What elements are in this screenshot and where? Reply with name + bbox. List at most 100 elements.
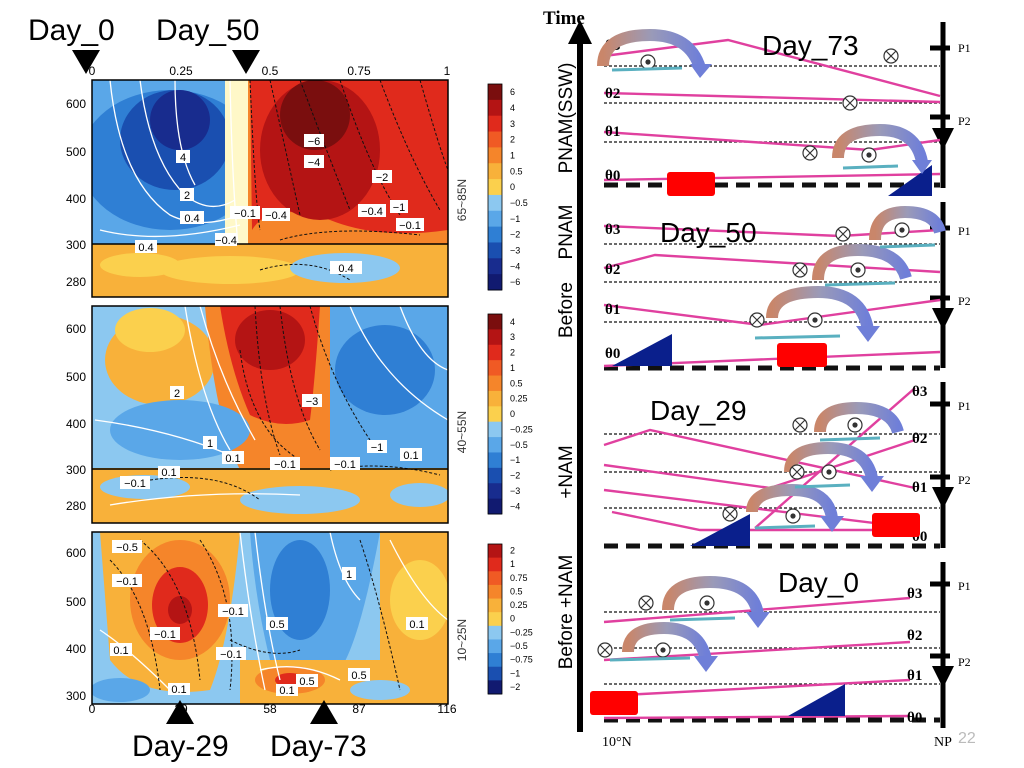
contour-label: 0.1 <box>161 467 176 479</box>
schematic-day-0: P1 P2 θ3 θ2 θ1 θ0 <box>590 562 971 728</box>
theta-label: θ2 <box>605 262 620 278</box>
colorbar-label: −0.5 <box>510 440 528 450</box>
colorbar-label: −0.25 <box>510 627 533 637</box>
time-label: Time <box>543 8 585 29</box>
y-tick: 300 <box>66 238 86 252</box>
panel2-y-ticks: 600 500 400 300 280 <box>66 322 86 513</box>
contour-label: −0.1 <box>220 649 242 661</box>
y-tick: 500 <box>66 595 86 609</box>
y-tick: 500 <box>66 370 86 384</box>
colorbar-label: 6 <box>510 87 515 97</box>
phase-label-plus-nam: +NAM <box>556 445 577 498</box>
contour-label: 0.1 <box>409 619 424 631</box>
in-out-symbols <box>640 48 899 163</box>
colorbar-label: −4 <box>510 501 520 511</box>
contour-label: −1 <box>371 442 384 454</box>
contour-label: −2 <box>376 172 389 184</box>
colorbar-label: 0.25 <box>510 600 528 610</box>
panel2-contour-labels: 2 1 0.1 −0.1 −0.1 −1 0.1 −3 0.1 −0.1 <box>120 386 422 490</box>
phase-label-before: Before <box>556 282 577 338</box>
colorbar-swatch <box>488 666 502 681</box>
top-tick: 0.25 <box>169 64 193 78</box>
colorbar-swatch <box>488 557 502 572</box>
colorbar-label: 1 <box>510 363 515 373</box>
colorbar-label: −3 <box>510 486 520 496</box>
colorbar-label: −2 <box>510 230 520 240</box>
colorbar-label: −4 <box>510 261 520 271</box>
colorbar-swatch <box>488 544 502 559</box>
theta-label: θ0 <box>907 710 922 726</box>
schematic-day-label: Day_0 <box>778 567 859 598</box>
pressure-label: P2 <box>958 294 971 308</box>
region-label-65-85n: 65~85N <box>455 179 469 221</box>
colorbar-swatch <box>488 584 502 600</box>
schematic-day-50: P1 P2 θ3 θ2 θ1 θ0 <box>603 202 971 371</box>
contour-label: 2 <box>174 388 180 400</box>
contour-label: −0.1 <box>234 208 256 220</box>
colorbar-swatch <box>488 163 502 180</box>
colorbar-swatch <box>488 452 502 469</box>
pressure-label: P1 <box>958 224 971 238</box>
axis-label-10n: 10°N <box>602 735 632 750</box>
marker-day-29-label: Day-29 <box>132 730 229 763</box>
y-tick: 600 <box>66 546 86 560</box>
colorbar-label: −2 <box>510 682 520 692</box>
left-figure: Day_0 Day_50 0 0.25 0.5 0.75 1 <box>28 14 533 763</box>
colorbar-label: −2 <box>510 471 520 481</box>
bottom-tick: 58 <box>263 702 277 716</box>
schematic-day-label: Day_73 <box>762 30 859 61</box>
contour-label: 0.4 <box>138 242 153 254</box>
marker-day-50-arrow <box>232 50 260 74</box>
colorbar-swatch <box>488 99 502 117</box>
theta-label: θ1 <box>907 668 922 684</box>
y-tick: 600 <box>66 322 86 336</box>
marker-day-73-label: Day-73 <box>270 730 367 763</box>
colorbar-label: 0.5 <box>510 378 523 388</box>
contour-label: 0.4 <box>184 213 199 225</box>
theta-label: θ1 <box>605 124 620 140</box>
colorbar-swatch <box>488 498 502 515</box>
contour-label: −6 <box>308 136 321 148</box>
colorbar-swatch <box>488 625 502 640</box>
y-tick: 280 <box>66 499 86 513</box>
colorbar-40-55n: 4 3 2 1 0.5 0.25 0 −0.25 −0.5 −1 −2 −3 −4 <box>487 313 533 515</box>
colorbar-swatch <box>488 437 502 453</box>
contour-label: −0.1 <box>222 606 244 618</box>
colorbar-swatch <box>488 210 502 228</box>
contour-label: −0.1 <box>154 629 176 641</box>
phase-label-pnam-ssw: PNAM(SSW) <box>556 63 577 174</box>
contour-label: −0.5 <box>116 542 138 554</box>
y-tick: 280 <box>66 275 86 289</box>
contour-label: −0.1 <box>274 459 296 471</box>
phase-label-before-plus-nam: Before +NAM <box>556 555 577 670</box>
pressure-label: P1 <box>958 41 971 55</box>
colorbar-swatch <box>488 84 502 101</box>
contour-label: 0.1 <box>225 453 240 465</box>
contour-label: 1 <box>207 438 213 450</box>
y-tick: 300 <box>66 689 86 703</box>
contour-label: −0.4 <box>215 235 237 247</box>
colorbar-swatch <box>488 242 502 259</box>
marker-day-29-arrow <box>166 700 194 724</box>
colorbar-label: −3 <box>510 246 520 256</box>
colorbar-label: 4 <box>510 317 515 327</box>
theta-label: θ0 <box>605 346 620 362</box>
colorbar-swatch <box>488 390 502 407</box>
colorbar-swatch <box>488 598 502 613</box>
y-tick: 400 <box>66 417 86 431</box>
colorbar-label: 0.75 <box>510 573 528 583</box>
colorbar-label: 2 <box>510 135 515 145</box>
y-tick: 300 <box>66 463 86 477</box>
colorbar-swatch <box>488 360 502 377</box>
colorbar-label: 0 <box>510 614 515 624</box>
colorbar-65-85n: 6 4 3 2 1 0.5 0 −0.5 −1 −2 −3 −4 −6 <box>487 83 528 291</box>
contour-label: 0.1 <box>403 450 418 462</box>
colorbar-label: 0 <box>510 409 515 419</box>
colorbar-swatch <box>488 344 502 361</box>
colorbar-label: −1 <box>510 455 520 465</box>
top-tick: 1 <box>444 64 451 78</box>
time-axis-arrow <box>568 20 592 44</box>
contour-label: 0.5 <box>299 676 314 688</box>
colorbar-swatch <box>488 179 502 196</box>
colorbar-swatch <box>488 467 502 484</box>
